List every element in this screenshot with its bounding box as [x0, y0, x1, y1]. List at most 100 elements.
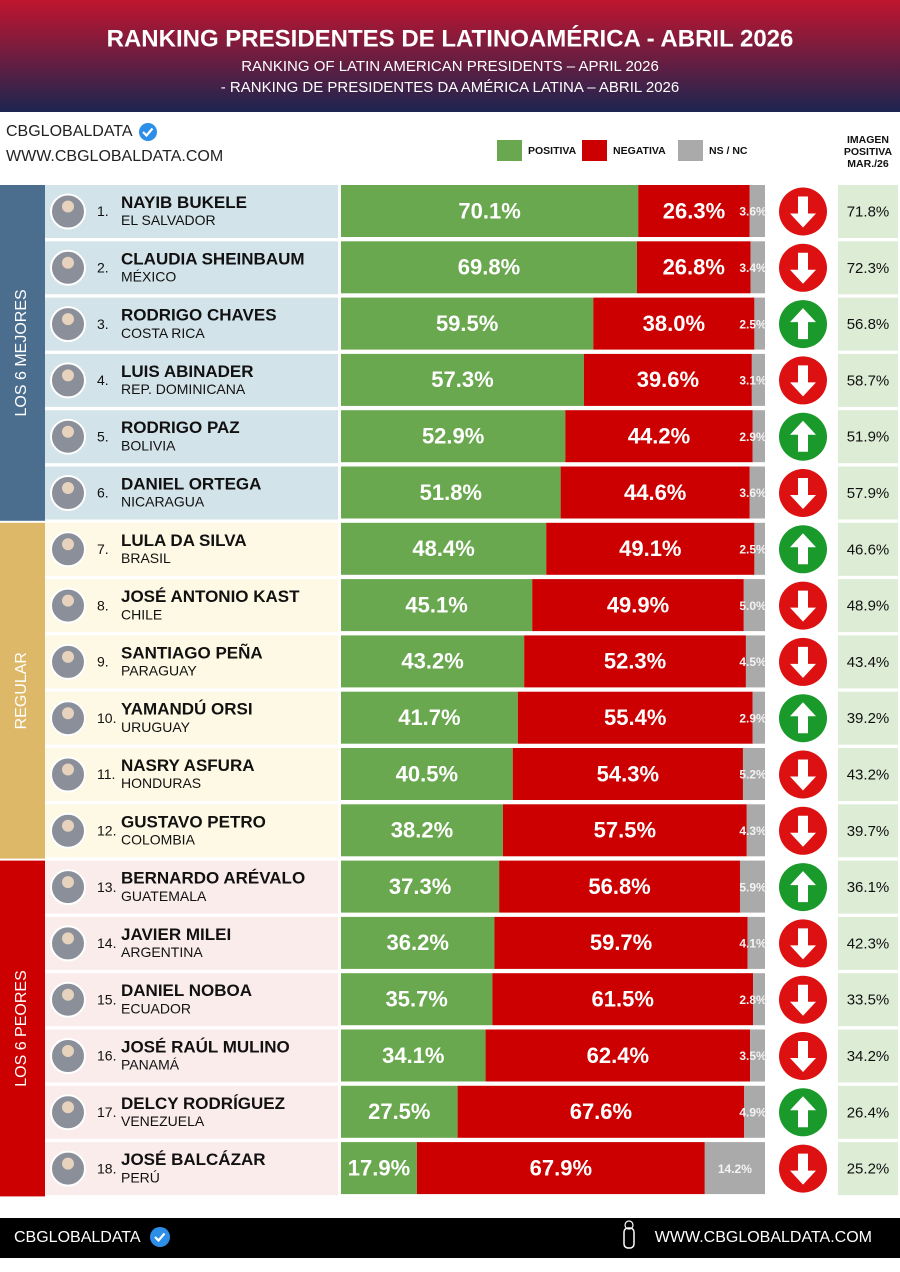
- ns-label: 3.6%: [739, 205, 767, 219]
- ns-bar: [750, 1029, 765, 1082]
- positive-bar: [341, 635, 525, 688]
- negative-bar: [532, 579, 744, 632]
- ns-bar: [749, 185, 765, 237]
- negative-label: 38.0%: [643, 311, 705, 336]
- portrait-head: [62, 313, 74, 326]
- ns-label: 3.6%: [739, 486, 767, 500]
- rank: 6.: [97, 485, 109, 501]
- negative-label: 39.6%: [637, 367, 699, 392]
- positive-label: 48.4%: [412, 536, 474, 561]
- trend-arrow: [790, 815, 816, 847]
- previous-value: 71.8%: [847, 203, 890, 220]
- previous-value: 57.9%: [847, 485, 890, 502]
- country: HONDURAS: [121, 775, 201, 791]
- legend-swatch: [497, 140, 522, 161]
- president-name: LUIS ABINADER: [121, 362, 254, 381]
- country: PANAMÁ: [121, 1057, 180, 1073]
- ns-bar: [745, 635, 765, 688]
- trend-arrow: [790, 478, 816, 509]
- positive-label: 38.2%: [391, 818, 453, 843]
- previous-value: 48.9%: [847, 598, 890, 615]
- portrait-head: [62, 369, 74, 382]
- ns-label: 2.8%: [739, 993, 767, 1007]
- negative-bar: [524, 635, 746, 688]
- previous-background: [838, 466, 898, 520]
- president-name: DELCY RODRÍGUEZ: [121, 1094, 285, 1113]
- group-label: REGULAR: [13, 652, 30, 729]
- column-header: MAR./26: [847, 158, 889, 170]
- country: EL SALVADOR: [121, 212, 216, 228]
- president-name: RODRIGO PAZ: [121, 418, 240, 437]
- trend-arrow: [790, 759, 816, 791]
- portrait-head: [62, 200, 74, 213]
- rank: 8.: [97, 597, 109, 613]
- rank: 17.: [97, 1104, 116, 1120]
- ns-bar: [751, 353, 765, 406]
- previous-background: [838, 579, 898, 633]
- previous-background: [838, 1142, 898, 1196]
- negative-bar: [546, 522, 755, 575]
- legend: POSITIVA NEGATIVA NS / NC: [497, 140, 748, 161]
- portrait-head: [62, 932, 74, 945]
- portrait-head: [62, 1045, 74, 1057]
- positive-bar: [341, 1029, 486, 1082]
- positive-bar: [341, 860, 500, 913]
- ns-label: 4.3%: [739, 824, 767, 838]
- ns-label: 14.2%: [718, 1162, 752, 1176]
- group-band: [0, 185, 45, 521]
- ns-bar: [739, 860, 765, 913]
- negative-bar: [512, 748, 743, 800]
- column-header: POSITIVA: [844, 146, 893, 158]
- president-name: RODRIGO CHAVES: [121, 306, 277, 325]
- rank: 16.: [97, 1048, 116, 1064]
- ns-label: 4.9%: [739, 1105, 767, 1119]
- legend-label: NS / NC: [709, 145, 748, 157]
- ns-label: 2.5%: [739, 317, 767, 331]
- negative-label: 56.8%: [588, 874, 650, 899]
- trend-arrow: [790, 702, 816, 734]
- footer-band: [0, 1218, 900, 1258]
- positive-label: 17.9%: [348, 1155, 410, 1180]
- trend-arrow: [790, 420, 816, 452]
- rank: 12.: [97, 823, 116, 839]
- rank: 10.: [97, 710, 116, 726]
- footer-brand: CBGLOBALDATA: [14, 1229, 141, 1246]
- trend-arrow: [790, 252, 816, 284]
- previous-background: [838, 973, 898, 1027]
- ns-bar: [752, 691, 765, 744]
- country: GUATEMALA: [121, 888, 207, 904]
- positive-label: 40.5%: [396, 761, 458, 786]
- positive-bar: [341, 522, 547, 575]
- previous-background: [838, 522, 898, 576]
- positive-label: 35.7%: [385, 987, 447, 1012]
- positive-bar: [341, 804, 503, 857]
- previous-value: 39.2%: [847, 710, 890, 727]
- positive-label: 37.3%: [389, 874, 451, 899]
- negative-label: 59.7%: [590, 930, 652, 955]
- hand-icon: [623, 1220, 635, 1249]
- previous-background: [838, 1085, 898, 1139]
- rank: 15.: [97, 991, 116, 1007]
- ns-label: 5.9%: [739, 880, 767, 894]
- row-background: [45, 297, 338, 351]
- trend-arrow: [790, 1041, 816, 1072]
- country: PERÚ: [121, 1169, 160, 1185]
- country: CHILE: [121, 606, 162, 622]
- positive-bar: [341, 185, 639, 237]
- previous-background: [838, 635, 898, 689]
- trend-arrow: [790, 590, 816, 622]
- positive-bar: [341, 579, 533, 632]
- president-name: GUSTAVO PETRO: [121, 812, 266, 831]
- rank: 5.: [97, 428, 109, 444]
- row-background: [45, 579, 338, 633]
- president-name: JAVIER MILEI: [121, 925, 231, 944]
- negative-bar: [416, 1142, 705, 1195]
- previous-value: 34.2%: [847, 1048, 890, 1065]
- ns-bar: [754, 522, 765, 575]
- trend-arrow: [790, 365, 816, 397]
- column-header: IMAGEN: [847, 134, 889, 146]
- country: MÉXICO: [121, 269, 176, 285]
- trend-arrow: [790, 533, 816, 565]
- negative-bar: [485, 1029, 751, 1082]
